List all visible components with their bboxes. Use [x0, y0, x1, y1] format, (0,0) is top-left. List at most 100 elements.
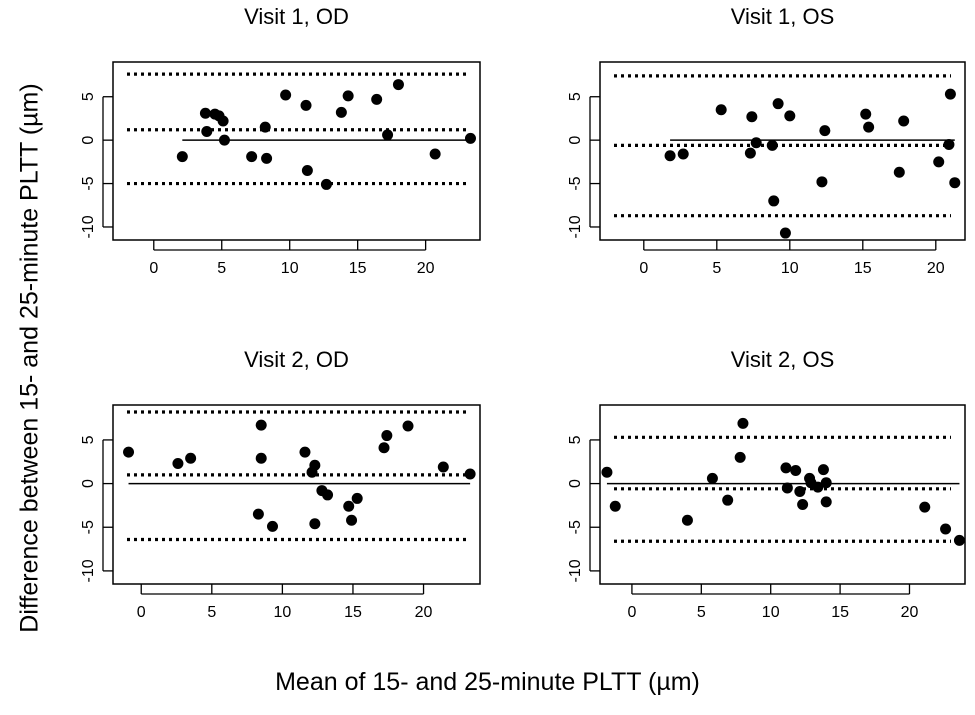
- data-point: [706, 472, 718, 484]
- data-point: [185, 452, 197, 464]
- data-point: [898, 115, 910, 127]
- data-point: [335, 106, 347, 118]
- data-point: [402, 420, 414, 432]
- data-point: [681, 514, 693, 526]
- x-tick-label: 5: [697, 604, 706, 621]
- data-point: [378, 442, 390, 454]
- data-point: [781, 482, 793, 494]
- y-tick-label: 5: [80, 435, 97, 444]
- data-point: [790, 464, 802, 476]
- x-tick-label: 20: [927, 260, 945, 277]
- x-tick-label: 10: [273, 604, 291, 621]
- x-tick-label: 10: [781, 260, 799, 277]
- panel-2: Visit 1, OS 0 5 10 15 20 -10 -5 0 5: [567, 4, 966, 277]
- data-point: [172, 458, 184, 470]
- x-tick-label: 0: [149, 260, 158, 277]
- plot-frame: [112, 404, 481, 585]
- data-point: [944, 88, 956, 100]
- x-tick-label: 0: [137, 604, 146, 621]
- x-tick-label: 5: [207, 604, 216, 621]
- data-point: [816, 176, 828, 188]
- data-point: [280, 89, 292, 101]
- data-point: [267, 520, 279, 532]
- y-tick-label: -5: [80, 520, 97, 534]
- data-point: [382, 129, 394, 141]
- figure-y-axis-label-wrap: Difference between 15- and 25-minute PLT…: [0, 0, 60, 715]
- data-point: [820, 477, 832, 489]
- data-point: [346, 514, 358, 526]
- x-tick-label: 15: [831, 604, 849, 621]
- data-point: [664, 150, 676, 162]
- data-point: [259, 121, 271, 133]
- data-point: [246, 151, 258, 163]
- data-point: [176, 151, 188, 163]
- figure-y-axis-label: Difference between 15- and 25-minute PLT…: [15, 83, 44, 633]
- panel-1: Visit 1, OD 0 5 10 15 20 -10 -5 0 5: [80, 4, 481, 277]
- data-point: [797, 499, 809, 511]
- plots-canvas: Visit 1, OD 0 5 10 15 20 -10 -5 0 5 Visit 1, OS 0 5 1…: [80, 4, 966, 621]
- y-tick-label: 0: [567, 136, 584, 145]
- panel-title: Visit 2, OS: [731, 347, 835, 372]
- data-point: [737, 417, 749, 429]
- data-point: [750, 137, 762, 149]
- data-point: [255, 452, 267, 464]
- y-tick-label: 0: [80, 479, 97, 488]
- data-point: [217, 115, 229, 127]
- y-tick-label: -10: [567, 559, 584, 582]
- data-point: [919, 501, 931, 513]
- x-tick-label: 15: [344, 604, 362, 621]
- x-tick-label: 15: [349, 260, 367, 277]
- data-point: [299, 446, 311, 458]
- data-point: [392, 79, 404, 91]
- data-point: [949, 177, 961, 189]
- x-tick-label: 20: [415, 604, 433, 621]
- data-point: [201, 125, 213, 137]
- data-point: [381, 430, 393, 442]
- y-tick-label: -10: [567, 215, 584, 238]
- data-point: [261, 152, 273, 164]
- data-point: [309, 518, 321, 530]
- data-point: [677, 148, 689, 160]
- data-point: [309, 459, 321, 471]
- x-tick-label: 10: [762, 604, 780, 621]
- x-tick-label: 0: [627, 604, 636, 621]
- data-point: [342, 90, 354, 102]
- x-tick-label: 20: [417, 260, 435, 277]
- data-point: [199, 107, 211, 119]
- data-point: [863, 121, 875, 133]
- data-point: [893, 166, 905, 178]
- x-tick-label: 20: [901, 604, 919, 621]
- x-tick-label: 0: [639, 260, 648, 277]
- panel-title: Visit 2, OD: [244, 347, 349, 372]
- y-tick-label: -5: [567, 176, 584, 190]
- data-point: [255, 419, 267, 431]
- plot-frame: [599, 404, 966, 585]
- data-point: [429, 148, 441, 160]
- x-tick-label: 5: [217, 260, 226, 277]
- data-point: [218, 134, 230, 146]
- y-tick-label: 5: [567, 435, 584, 444]
- data-point: [320, 178, 332, 190]
- data-point: [819, 125, 831, 137]
- plot-frame: [112, 61, 481, 241]
- data-point: [794, 485, 806, 497]
- data-point: [780, 462, 792, 474]
- x-tick-label: 15: [854, 260, 872, 277]
- y-tick-label: 0: [80, 136, 97, 145]
- panel-title: Visit 1, OS: [731, 4, 835, 29]
- data-point: [437, 461, 449, 473]
- y-tick-label: 0: [567, 479, 584, 488]
- data-point: [722, 494, 734, 506]
- data-point: [940, 523, 952, 535]
- data-point: [746, 111, 758, 123]
- data-point: [464, 468, 476, 480]
- x-tick-label: 10: [281, 260, 299, 277]
- data-point: [322, 489, 334, 501]
- data-point: [252, 508, 264, 520]
- data-point: [766, 139, 778, 151]
- panel-title: Visit 1, OD: [244, 4, 349, 29]
- data-point: [860, 108, 872, 120]
- data-point: [301, 165, 313, 177]
- data-point: [744, 147, 756, 159]
